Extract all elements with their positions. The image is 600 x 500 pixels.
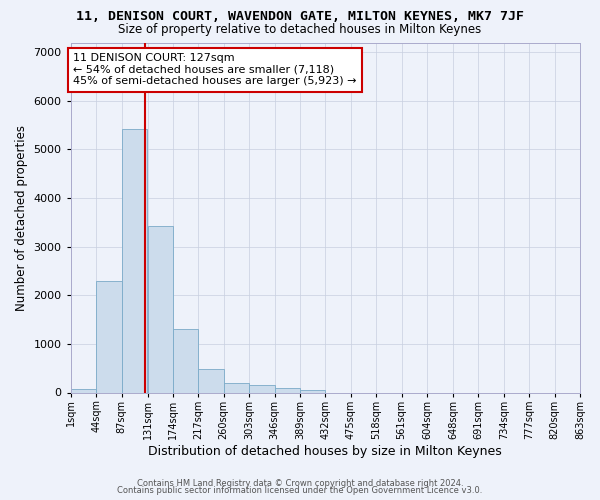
Bar xyxy=(300,390,325,392)
Text: Contains HM Land Registry data © Crown copyright and database right 2024.: Contains HM Land Registry data © Crown c… xyxy=(137,478,463,488)
Text: Contains public sector information licensed under the Open Government Licence v3: Contains public sector information licen… xyxy=(118,486,482,495)
Bar xyxy=(199,370,224,392)
Bar xyxy=(148,226,173,392)
Text: 11 DENISON COURT: 127sqm
← 54% of detached houses are smaller (7,118)
45% of sem: 11 DENISON COURT: 127sqm ← 54% of detach… xyxy=(73,53,356,86)
Bar xyxy=(173,329,199,392)
Text: Size of property relative to detached houses in Milton Keynes: Size of property relative to detached ho… xyxy=(118,22,482,36)
Bar xyxy=(71,389,96,392)
Bar xyxy=(122,128,147,392)
Bar xyxy=(96,281,122,392)
X-axis label: Distribution of detached houses by size in Milton Keynes: Distribution of detached houses by size … xyxy=(148,444,502,458)
Y-axis label: Number of detached properties: Number of detached properties xyxy=(15,124,28,310)
Bar xyxy=(224,384,249,392)
Text: 11, DENISON COURT, WAVENDON GATE, MILTON KEYNES, MK7 7JF: 11, DENISON COURT, WAVENDON GATE, MILTON… xyxy=(76,10,524,23)
Bar xyxy=(275,388,300,392)
Bar xyxy=(249,385,275,392)
